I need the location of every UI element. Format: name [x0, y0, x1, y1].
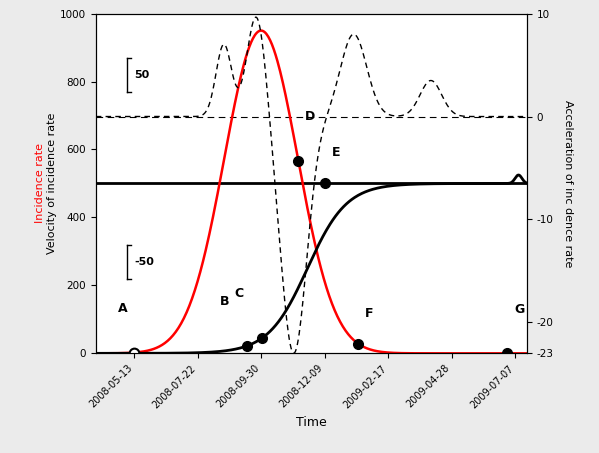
Text: G: G: [514, 303, 524, 316]
Text: D: D: [305, 110, 316, 123]
Text: B: B: [220, 295, 230, 308]
Text: F: F: [365, 307, 374, 319]
Text: -50: -50: [134, 256, 154, 267]
Text: E: E: [331, 146, 340, 159]
Text: 50: 50: [134, 70, 149, 80]
Text: Incidence rate: Incidence rate: [35, 144, 45, 223]
Y-axis label: Velocity of incidence rate: Velocity of incidence rate: [47, 113, 58, 254]
Text: A: A: [117, 302, 127, 315]
Text: C: C: [235, 287, 244, 300]
X-axis label: Time: Time: [296, 416, 327, 429]
Y-axis label: Acceleration of inc dence rate: Acceleration of inc dence rate: [563, 100, 573, 267]
